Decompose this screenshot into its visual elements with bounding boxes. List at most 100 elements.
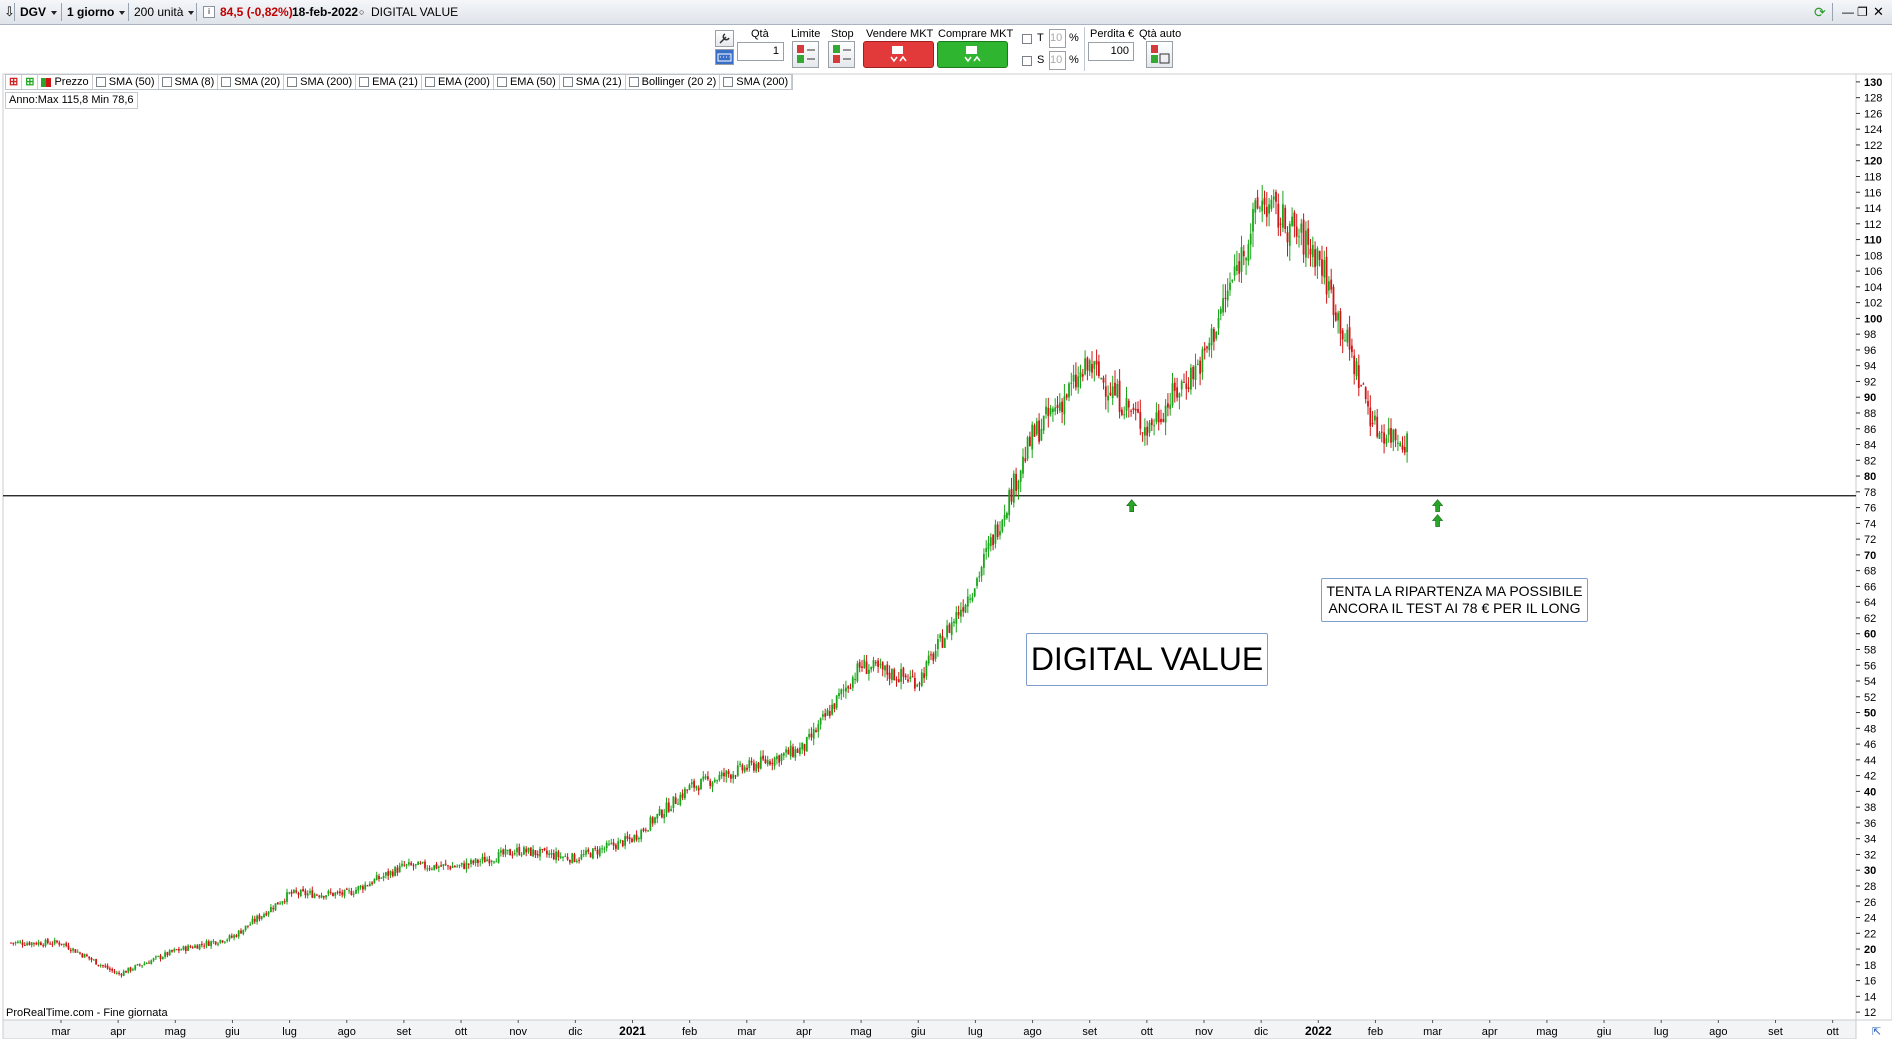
price-chart[interactable]: 1214161820222426283032343638404244464850… [0,73,1892,1039]
candle-body [688,784,691,790]
candle-body [626,835,629,839]
legend-item-sma-21[interactable]: SMA (21) [560,75,626,89]
legend-item-ema-200[interactable]: EMA (200) [422,75,494,89]
candle-body [1316,248,1319,266]
add-indicator-icon[interactable]: ⊞ [6,75,23,89]
candle-body [897,679,900,683]
legend-item-price[interactable]: Prezzo [38,75,93,89]
candle-body [649,817,652,831]
candle-body [426,868,429,870]
limit-order-icon[interactable] [792,41,819,68]
legend-item-ema-21[interactable]: EMA (21) [356,75,422,89]
stop-order-icon[interactable] [828,41,855,68]
close-icon[interactable]: ✕ [1873,4,1884,19]
refresh-icon[interactable]: ⟳ [1814,4,1826,20]
legend-checkbox[interactable] [95,77,106,87]
y-tick-label: 62 [1864,613,1876,625]
legend-item-sma-20[interactable]: SMA (20) [218,75,285,89]
candle-body [794,749,797,758]
legend-item-sma-200[interactable]: SMA (200) [284,75,357,89]
add-object-icon[interactable]: ⊞ [22,75,39,89]
chart-note-annotation[interactable]: TENTA LA RIPARTENZA MA POSSIBILE ANCORA … [1321,578,1588,622]
legend-item-bollinger[interactable]: Bollinger (20 2) [626,75,721,89]
info-icon[interactable]: i [203,6,215,18]
candle-body [1137,408,1139,413]
y-tick-label: 24 [1864,913,1876,925]
minimize-icon[interactable]: — [1842,5,1854,19]
loss-input[interactable]: 100 [1088,42,1134,61]
candle-body [1383,432,1385,444]
x-tick-label: ott [1141,1026,1153,1038]
candle-body [329,891,332,893]
candle-body [826,709,829,716]
legend-item-ema-50[interactable]: EMA (50) [494,75,560,89]
buy-market-button[interactable] [937,41,1008,68]
sell-market-button[interactable] [863,41,934,68]
legend-checkbox[interactable] [628,77,639,87]
restore-icon[interactable]: ❐ [1857,5,1868,19]
units-selector[interactable]: 200 unità [134,3,195,21]
candle-body [150,960,153,965]
legend-checkbox[interactable] [359,77,370,87]
legend-checkbox[interactable] [287,77,298,87]
chevron-down-icon [119,10,126,15]
chart-title-annotation[interactable]: DIGITAL VALUE [1026,633,1268,686]
candle-body [447,865,449,867]
candle-body [909,676,912,680]
candle-body [709,780,712,786]
candle-body [677,803,679,805]
symbol-selector[interactable]: DGV [20,3,58,21]
candle-body [1401,445,1404,450]
qty-input[interactable]: 1 [737,42,784,61]
candle-body [1302,219,1305,255]
legend-checkbox[interactable] [161,77,172,87]
legend-checkbox[interactable] [496,77,507,87]
y-tick-label: 32 [1864,849,1876,861]
candle-body [1387,428,1390,435]
candle-body [1047,407,1050,417]
period-selector[interactable]: 1 giorno [67,3,126,21]
candle-body [1394,429,1397,441]
quote-date: 18-feb-2022 [292,5,359,19]
y-tick-label: 28 [1864,881,1876,893]
candle-body [612,842,615,846]
y-tick-label: 76 [1864,503,1876,515]
candle-body [966,596,969,607]
candle-body [180,949,183,951]
candle-body [115,972,118,974]
y-tick-label: 104 [1864,282,1882,294]
y-tick-label: 108 [1864,250,1882,262]
t-percent-input[interactable]: 10 [1049,29,1066,48]
candle-body [851,677,854,688]
candle-body [1001,519,1004,532]
candle-body [1068,383,1070,398]
legend-item-sma-8[interactable]: SMA (8) [159,75,219,89]
y-tick-label: 78 [1864,487,1876,499]
s-percent-input[interactable]: 10 [1049,51,1066,70]
candle-body [1012,473,1015,503]
legend-checkbox[interactable] [221,77,232,87]
s-checkbox[interactable] [1022,56,1032,66]
t-checkbox[interactable] [1022,34,1032,44]
wrench-icon[interactable] [715,30,734,47]
auto-qty-icon[interactable] [1146,41,1173,68]
candle-body [1305,230,1307,258]
legend-checkbox[interactable] [723,77,734,87]
candle-body [1344,340,1346,342]
x-tick-label: set [397,1026,412,1038]
up-arrow-marker [1126,499,1138,512]
legend-item-sma-200-b[interactable]: SMA (200) [720,75,793,89]
candle-body [1380,431,1383,433]
candle-body [382,875,385,879]
candle-body [237,930,240,937]
keyboard-icon[interactable] [715,49,734,65]
x-tick-label: set [1082,1026,1097,1038]
candle-body [658,808,661,816]
legend-checkbox[interactable] [424,77,435,87]
download-icon[interactable]: ⇩ [4,4,15,19]
candle-body [1360,385,1362,387]
candle-body [812,729,815,739]
candle-body [490,860,493,863]
legend-checkbox[interactable] [562,77,573,87]
legend-item-sma-50[interactable]: SMA (50) [93,75,159,89]
